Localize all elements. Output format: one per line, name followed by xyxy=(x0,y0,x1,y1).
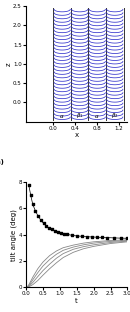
Point xyxy=(57,230,59,235)
Text: $\alpha$: $\alpha$ xyxy=(59,113,65,120)
Text: (a): (a) xyxy=(0,158,4,164)
Point xyxy=(60,231,62,236)
Text: $\beta_1$: $\beta_1$ xyxy=(76,111,83,120)
X-axis label: t: t xyxy=(75,298,78,304)
Point xyxy=(81,234,83,239)
Point xyxy=(54,228,56,233)
Point xyxy=(71,233,73,238)
Point xyxy=(66,232,68,237)
Point xyxy=(101,235,103,240)
Point xyxy=(43,221,45,226)
Point xyxy=(45,224,47,229)
Point xyxy=(34,208,37,213)
Text: $\beta_2$: $\beta_2$ xyxy=(111,111,119,120)
Point xyxy=(91,234,93,239)
Point xyxy=(126,236,128,241)
Point xyxy=(32,202,34,207)
Point xyxy=(63,231,65,236)
Point xyxy=(96,235,98,240)
Text: $\alpha$: $\alpha$ xyxy=(95,113,100,120)
Point xyxy=(48,226,50,231)
Point xyxy=(113,235,115,240)
Point xyxy=(106,235,108,240)
Y-axis label: tilt angle (deg): tilt angle (deg) xyxy=(10,209,17,261)
Point xyxy=(30,193,32,198)
Point xyxy=(120,236,122,241)
Point xyxy=(40,218,42,223)
Point xyxy=(86,234,88,239)
Point xyxy=(51,227,53,232)
Y-axis label: z: z xyxy=(6,62,12,66)
Point xyxy=(76,233,78,238)
Point xyxy=(28,182,30,187)
Point xyxy=(37,214,39,219)
X-axis label: x: x xyxy=(75,132,79,138)
